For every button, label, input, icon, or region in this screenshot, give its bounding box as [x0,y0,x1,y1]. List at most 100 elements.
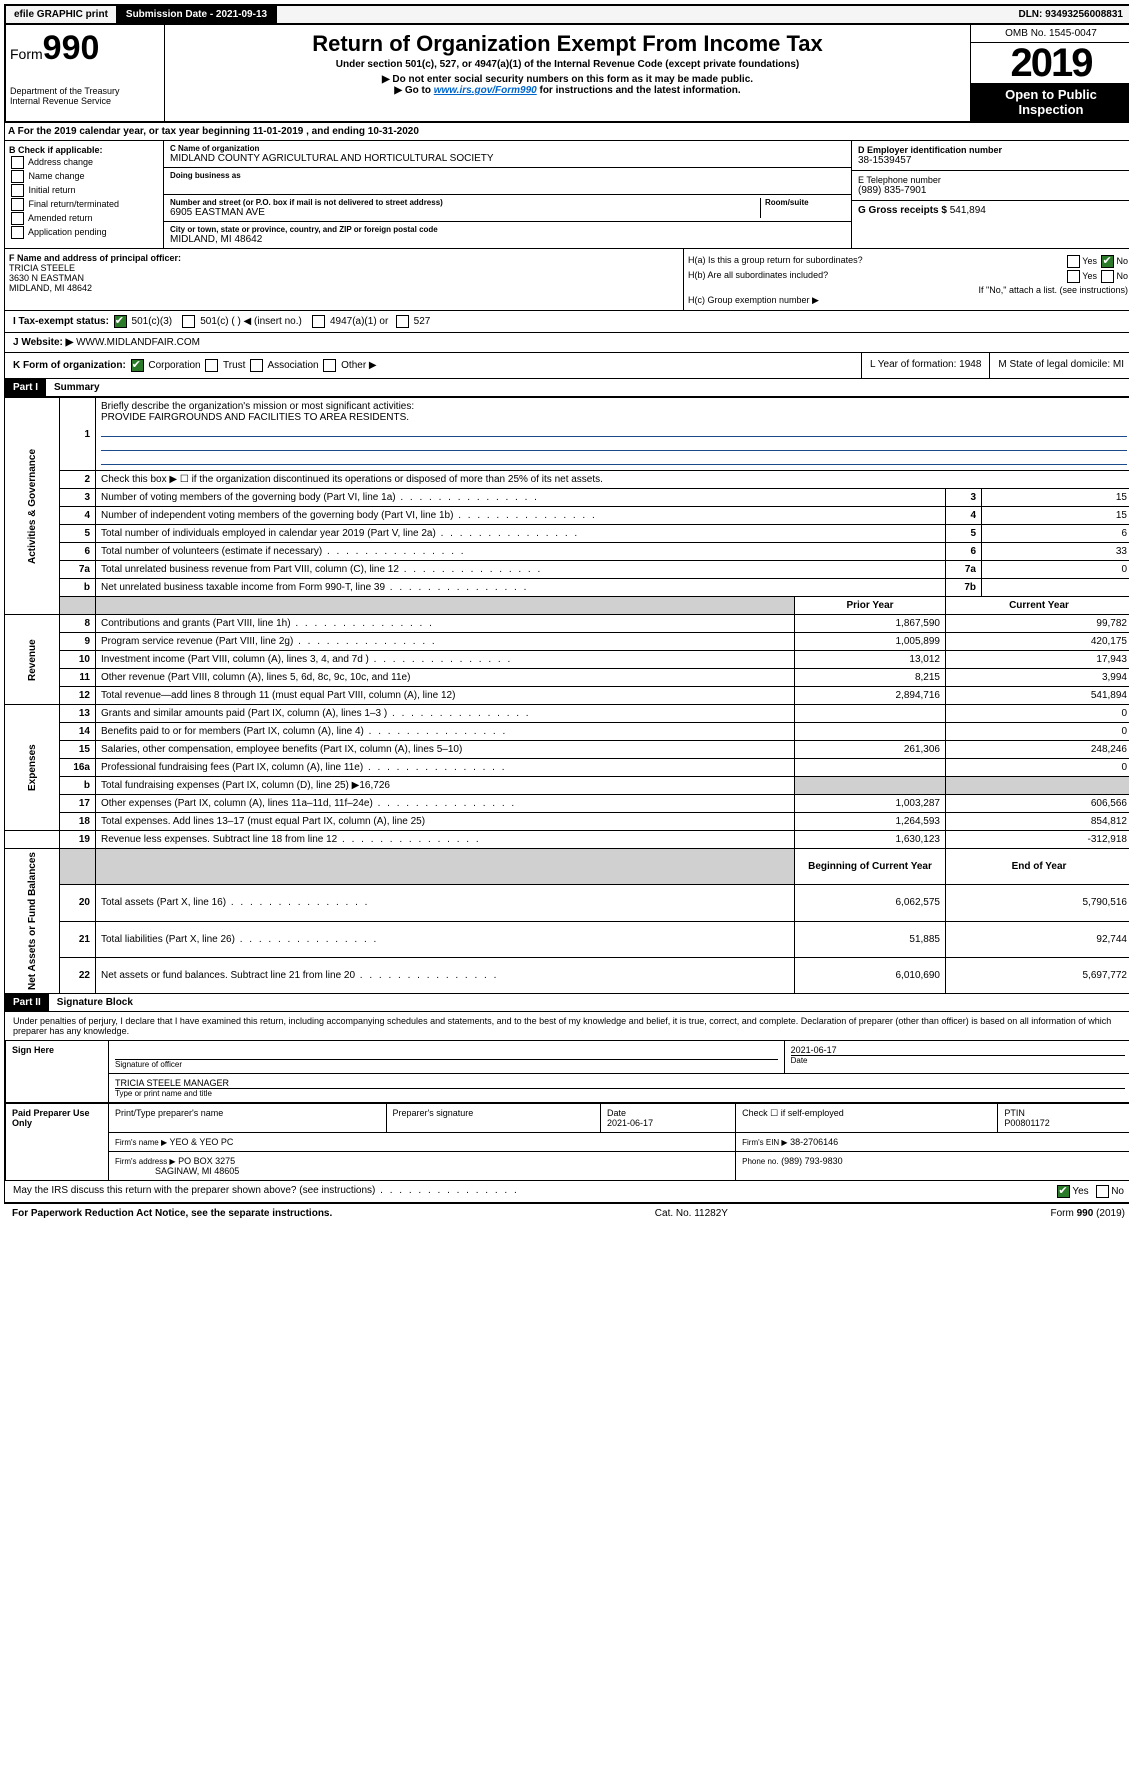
col-prior: Prior Year [795,597,946,615]
firm-phone: (989) 793-9830 [781,1156,843,1166]
ein-value: 38-1539457 [858,155,1126,166]
discuss-no-check[interactable] [1096,1185,1109,1198]
l16b-label: Total fundraising expenses (Part IX, col… [96,777,795,795]
row-j: J Website: ▶ WWW.MIDLANDFAIR.COM [4,333,1129,353]
signature-line: Signature of officer [115,1059,778,1069]
col-beginning: Beginning of Current Year [795,849,946,885]
part2-title: Signature Block [49,994,141,1011]
l12-label: Total revenue—add lines 8 through 11 (mu… [96,687,795,705]
form-subtitle: Under section 501(c), 527, or 4947(a)(1)… [169,59,966,70]
part1-header-row: Part I Summary [4,379,1129,397]
opt-app-pending[interactable]: Application pending [28,227,107,237]
opt-initial-return[interactable]: Initial return [29,185,76,195]
prep-sig-label: Preparer's signature [386,1104,601,1133]
l4-label: Number of independent voting members of … [96,507,946,525]
org-name-label: C Name of organization [170,144,845,153]
dln: DLN: 93493256008831 [1010,6,1129,23]
part2-badge: Part II [5,994,49,1011]
open-to-public: Open to Public Inspection [971,83,1129,121]
city-state-zip: MIDLAND, MI 48642 [170,234,845,245]
dept-treasury: Department of the Treasury [10,86,160,96]
box-deg: D Employer identification number 38-1539… [852,141,1129,248]
form-number: Form990 [10,29,160,68]
submission-date: Submission Date - 2021-09-13 [118,6,277,23]
l19-label: Revenue less expenses. Subtract line 18 … [96,831,795,849]
signature-block: Under penalties of perjury, I declare th… [4,1012,1129,1203]
l7a-label: Total unrelated business revenue from Pa… [96,561,946,579]
col-end: End of Year [946,849,1129,885]
street-label: Number and street (or P.O. box if mail i… [170,198,760,207]
h-a-label: H(a) Is this a group return for subordin… [688,255,863,268]
footer-cat: Cat. No. 11282Y [655,1208,728,1219]
l2-label: Check this box ▶ ☐ if the organization d… [96,471,1129,489]
city-label: City or town, state or province, country… [170,225,845,234]
l6-label: Total number of volunteers (estimate if … [96,543,946,561]
l7a-val: 0 [982,561,1129,579]
phone-value: (989) 835-7901 [858,185,1126,196]
opt-amended[interactable]: Amended return [28,213,93,223]
side-revenue: Revenue [5,615,60,705]
l20-label: Total assets (Part X, line 16) [96,885,795,921]
part2-header-row: Part II Signature Block [4,994,1129,1012]
sign-here-table: Sign Here Signature of officer 2021-06-1… [5,1040,1129,1103]
officer-name: TRICIA STEELE [9,263,679,273]
dba-label: Doing business as [170,171,845,180]
officer-signed-name: TRICIA STEELE MANAGER [115,1078,1125,1088]
box-b-title: B Check if applicable: [9,145,159,155]
year-formation: L Year of formation: 1948 [862,353,990,378]
summary-table: Activities & Governance 1 Briefly descri… [4,397,1129,994]
opt-name-change[interactable]: Name change [29,171,85,181]
h-c-label: H(c) Group exemption number ▶ [688,295,1128,306]
row-k: K Form of organization: Corporation Trus… [4,353,1129,379]
l16a-label: Professional fundraising fees (Part IX, … [96,759,795,777]
mission-text: PROVIDE FAIRGROUNDS AND FACILITIES TO AR… [101,412,409,423]
entity-block: B Check if applicable: Address change Na… [4,141,1129,249]
prep-name-label: Print/Type preparer's name [109,1104,387,1133]
irs-link[interactable]: www.irs.gov/Form990 [434,85,537,96]
gross-receipts-label: G Gross receipts $ [858,205,947,216]
l4-val: 15 [982,507,1129,525]
l5-val: 6 [982,525,1129,543]
street-address: 6905 EASTMAN AVE [170,207,760,218]
phone-label: E Telephone number [858,175,1126,185]
l13-label: Grants and similar amounts paid (Part IX… [96,705,795,723]
perjury-text: Under penalties of perjury, I declare th… [5,1012,1129,1040]
prep-date: 2021-06-17 [607,1118,653,1128]
discuss-yes-check[interactable] [1057,1185,1070,1198]
ptin-value: P00801172 [1004,1118,1049,1128]
firm-addr1: PO BOX 3275 [178,1156,235,1166]
state-domicile: M State of legal domicile: MI [990,353,1129,378]
box-b: B Check if applicable: Address change Na… [5,141,163,248]
h-b-note: If "No," attach a list. (see instruction… [688,285,1128,295]
note-ssn: ▶ Do not enter social security numbers o… [169,74,966,85]
room-label: Room/suite [765,198,845,207]
sign-date: 2021-06-17 [791,1045,1125,1055]
officer-addr1: 3630 N EASTMAN [9,273,679,283]
self-employed-check: Check ☐ if self-employed [736,1104,998,1133]
side-net-assets: Net Assets or Fund Balances [5,849,60,994]
discuss-row: May the IRS discuss this return with the… [5,1181,1129,1202]
opt-final-return[interactable]: Final return/terminated [29,199,120,209]
l7b-label: Net unrelated business taxable income fr… [96,579,946,597]
ein-label: D Employer identification number [858,145,1126,155]
website-value[interactable]: WWW.MIDLANDFAIR.COM [76,337,200,348]
side-expenses: Expenses [5,705,60,831]
col-current: Current Year [946,597,1129,615]
efile-label[interactable]: efile GRAPHIC print [6,6,118,23]
l8-prior: 1,867,590 [795,615,946,633]
l15-label: Salaries, other compensation, employee b… [96,741,795,759]
l9-label: Program service revenue (Part VIII, line… [96,633,795,651]
status-501c3-check[interactable] [114,315,127,328]
opt-address-change[interactable]: Address change [28,157,93,167]
footer-right: Form 990 (2019) [1051,1208,1125,1219]
discuss-question: May the IRS discuss this return with the… [13,1185,519,1198]
row-i: I Tax-exempt status: 501(c)(3) 501(c) ( … [4,311,1129,333]
l7b-val [982,579,1129,597]
h-b-label: H(b) Are all subordinates included? [688,270,828,283]
gross-receipts-value: 541,894 [950,205,986,216]
l1-label: Briefly describe the organization's miss… [101,401,414,412]
box-c: C Name of organization MIDLAND COUNTY AG… [163,141,852,248]
part1-badge: Part I [5,379,46,396]
org-corp-check[interactable] [131,359,144,372]
h-a-no-check[interactable] [1101,255,1114,268]
